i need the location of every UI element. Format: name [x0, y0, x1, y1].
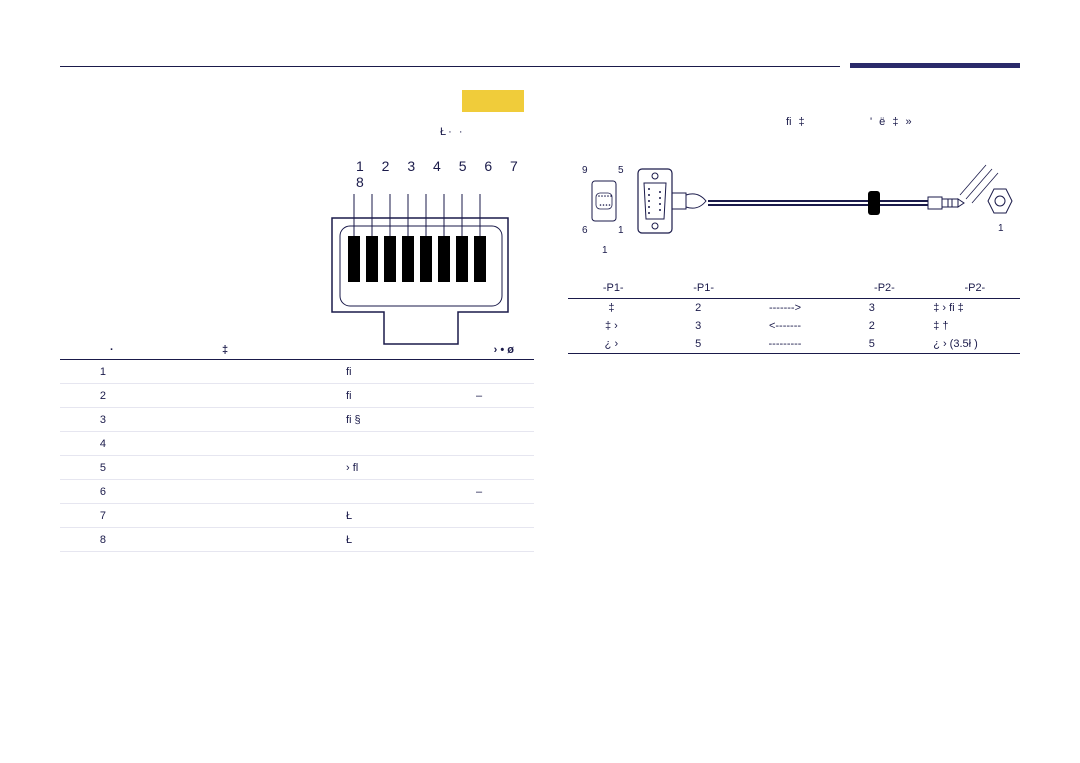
pin-num: 6 [60, 486, 116, 498]
pin-num: 4 [60, 438, 116, 450]
serial-cable-icon: 9 5 6 1 1 1 [568, 155, 1018, 265]
rj45-icon [326, 194, 516, 354]
pin-note: – [424, 390, 534, 402]
ct-c1: ‡ [568, 302, 655, 314]
pin-signal: › ﬂ [116, 462, 424, 474]
callout-highlight [462, 90, 524, 112]
ct-h4: -P2- [839, 282, 929, 294]
conn-pin-6: 6 [582, 225, 588, 236]
pin-signal: ﬁ [116, 366, 424, 378]
pin-num: 2 [60, 390, 116, 402]
pin-signal: ﬁ § [116, 414, 424, 426]
conn-pin-5: 5 [618, 165, 624, 176]
figure-caption-left: Ł· · [440, 126, 465, 138]
pin-table-row: 8Ł [60, 528, 534, 552]
ct-c5: ‡ † [915, 320, 1020, 332]
pin-table-row: 4 [60, 432, 534, 456]
ct-c4: 3 [828, 302, 915, 314]
cable-end-label-2: ' ё ‡ » [870, 116, 914, 128]
pin-table-row: 6– [60, 480, 534, 504]
ct-c2: 5 [655, 338, 742, 350]
header-accent [850, 63, 1020, 68]
pin-table-row: 7Ł [60, 504, 534, 528]
ct-c2: 3 [655, 320, 742, 332]
pin-signal: Ł [116, 510, 424, 522]
pin-assignment-table: · ‡ › • ø 1ﬁ2ﬁ–3ﬁ §45› ﬂ6–7Ł8Ł [60, 344, 534, 552]
header-note: › • ø [340, 344, 534, 356]
pin-num: 1 [60, 366, 116, 378]
pin-num: 3 [60, 414, 116, 426]
cable-table-header: -P1- -P1- -P2- -P2- [568, 278, 1020, 299]
pin-note: – [424, 486, 534, 498]
pin-table-row: 1ﬁ [60, 360, 534, 384]
conn-pin-9: 9 [582, 165, 588, 176]
ct-h3 [749, 282, 839, 294]
cable-table-row: ‡ ›3<-------2‡ † [568, 317, 1020, 335]
ct-c1: ‡ › [568, 320, 655, 332]
pin-table-row: 2ﬁ– [60, 384, 534, 408]
pin-num: 7 [60, 510, 116, 522]
ct-c3: -------> [742, 302, 829, 314]
conn-pin-1: 1 [618, 225, 624, 236]
svg-text:1: 1 [998, 223, 1004, 234]
pin-num: 8 [60, 534, 116, 546]
rj45-pin-numbers: 1 2 3 4 5 6 7 8 [356, 158, 526, 190]
header-signal: ‡ [110, 344, 340, 356]
ct-h5: -P2- [930, 282, 1020, 294]
pin-signal: ﬁ [116, 390, 424, 402]
pin-table-row: 5› ﬂ [60, 456, 534, 480]
pin-table-row: 3ﬁ § [60, 408, 534, 432]
ct-c4: 2 [828, 320, 915, 332]
rj45-connector-figure: 1 2 3 4 5 6 7 8 [326, 158, 526, 359]
cable-table-row: ‡2------->3‡ › ﬁ ‡ [568, 299, 1020, 317]
ct-c5: ‡ › ﬁ ‡ [915, 302, 1020, 314]
pin-table-header: · ‡ › • ø [60, 344, 534, 360]
pin-num: 5 [60, 462, 116, 474]
header-rule [60, 66, 840, 67]
ct-h1: -P1- [568, 282, 658, 294]
ct-h2: -P1- [658, 282, 748, 294]
ct-c5: ¿ › (3.5ł ) [915, 338, 1020, 350]
ct-c1: ¿ › [568, 338, 655, 350]
header-pin: · [60, 344, 110, 356]
ct-c2: 2 [655, 302, 742, 314]
cable-end-label-1: ﬁ ‡ [786, 116, 807, 128]
ct-c4: 5 [828, 338, 915, 350]
cable-wiring-table: -P1- -P1- -P2- -P2- ‡2------->3‡ › ﬁ ‡‡ … [568, 278, 1020, 354]
cable-table-row: ¿ ›5---------5¿ › (3.5ł ) [568, 335, 1020, 353]
svg-text:1: 1 [602, 245, 608, 256]
pin-signal: Ł [116, 534, 424, 546]
ct-c3: <------- [742, 320, 829, 332]
ct-c3: --------- [742, 338, 829, 350]
